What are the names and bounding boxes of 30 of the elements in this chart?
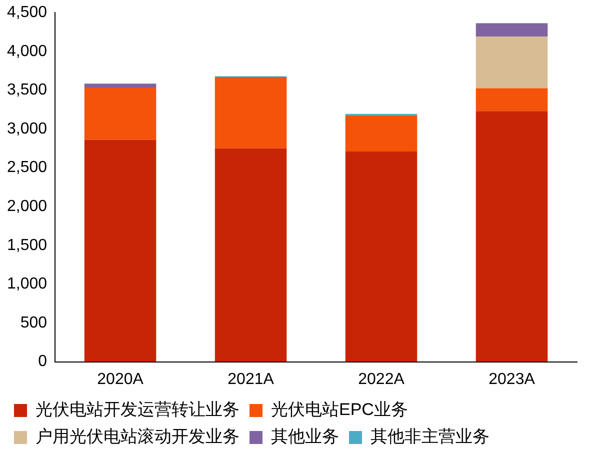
y-tick-label: 4,500	[6, 4, 48, 22]
bar	[345, 152, 418, 362]
bar	[476, 88, 548, 112]
bar	[214, 77, 287, 148]
bar	[84, 87, 156, 140]
y-tick-label: 2,000	[6, 198, 48, 216]
y-tick-label: 1,000	[6, 276, 48, 293]
legend-label: 光伏电站开发运营转让业务	[36, 400, 240, 420]
legend-label: 其他业务	[271, 427, 339, 446]
y-tick-label: 0	[38, 353, 48, 370]
y-tick-label: 4,000	[6, 42, 48, 60]
x-tick-label: 2021A	[228, 370, 274, 388]
y-tick-label: 2,500	[6, 159, 48, 176]
legend-label: 户用光伏电站滚动开发业务	[36, 427, 240, 446]
legend-label: 光伏电站EPC业务	[271, 400, 408, 420]
bar	[476, 111, 548, 362]
bar	[476, 23, 548, 37]
legend-label: 其他非主营业务	[370, 427, 490, 446]
bar	[214, 148, 287, 362]
bar	[345, 115, 418, 152]
y-tick-label: 3,500	[6, 82, 48, 99]
bar	[84, 140, 156, 362]
x-tick-label: 2020A	[97, 370, 144, 388]
bar	[476, 36, 548, 88]
y-tick-label: 3,000	[6, 120, 48, 138]
x-tick-label: 2023A	[488, 370, 536, 388]
x-tick-label: 2022A	[358, 370, 405, 388]
bar	[84, 84, 156, 88]
y-tick-label: 1,500	[6, 236, 48, 254]
y-tick-label: 500	[20, 314, 48, 332]
